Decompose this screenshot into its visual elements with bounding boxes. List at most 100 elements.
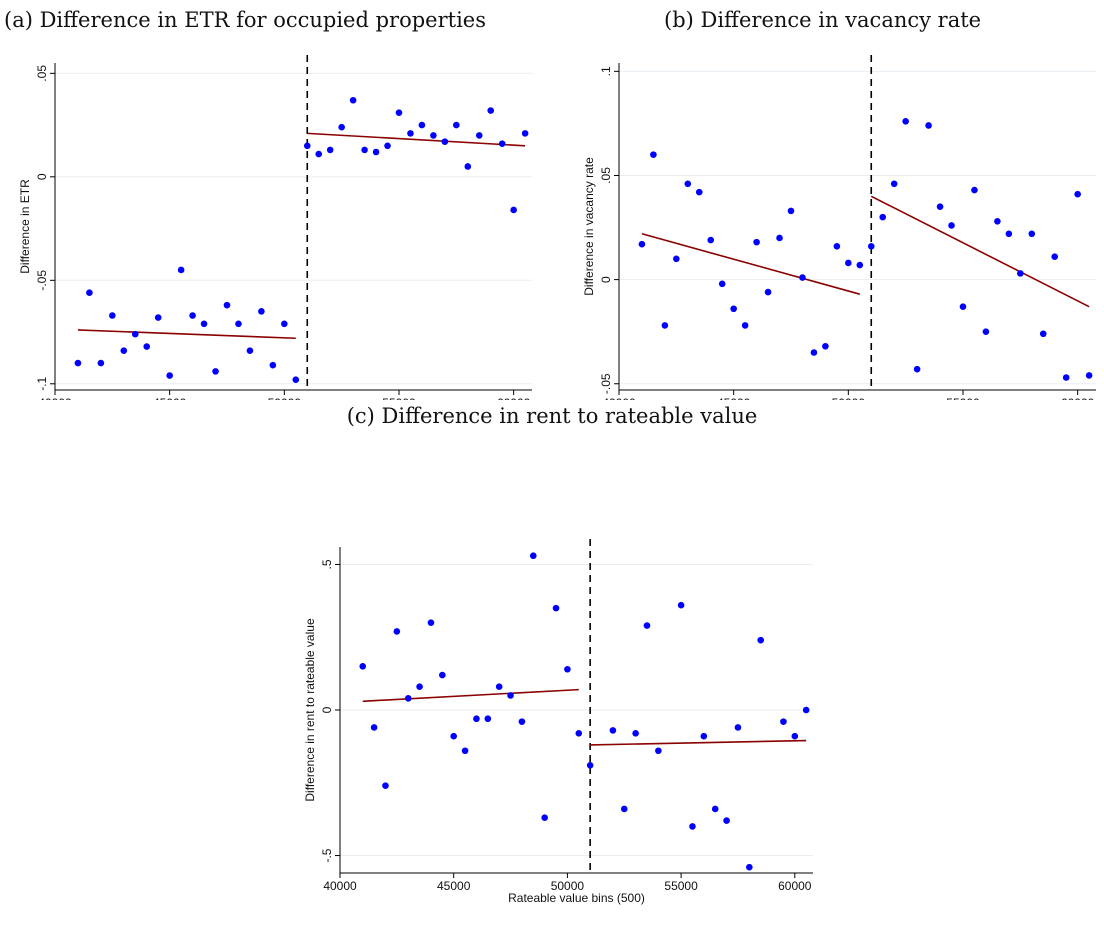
data-point <box>677 601 685 609</box>
data-point <box>643 622 651 629</box>
data-point <box>776 234 783 242</box>
data-point <box>131 330 139 338</box>
data-point <box>879 213 887 221</box>
data-point <box>97 359 105 367</box>
data-point <box>393 628 401 635</box>
x-axis-label: Rateable value bins (500) <box>508 891 645 905</box>
data-point <box>810 349 818 356</box>
y-axis-label: Difference in vacancy rate <box>582 157 596 296</box>
data-point <box>586 762 594 769</box>
data-point <box>661 322 669 329</box>
data-point <box>258 308 265 315</box>
data-point <box>86 289 93 297</box>
chart-panel-a: 4000045000500005500060000.050-.05-.1Rate… <box>0 45 545 422</box>
data-point <box>349 96 357 104</box>
data-point <box>856 261 864 269</box>
data-point <box>1085 372 1093 379</box>
data-point <box>361 146 368 154</box>
data-point <box>822 342 829 350</box>
data-point <box>292 376 300 383</box>
y-tick-label: -.1 <box>35 376 49 390</box>
data-point <box>439 671 446 679</box>
data-point <box>753 238 760 246</box>
data-point <box>564 665 571 673</box>
data-point <box>507 692 514 699</box>
data-point <box>464 163 472 170</box>
data-point <box>936 203 944 211</box>
data-point <box>212 368 219 375</box>
x-tick-label: 55000 <box>382 396 416 400</box>
data-point <box>450 732 458 740</box>
data-point <box>189 312 196 319</box>
caption-c: (c) Difference in rent to rateable value <box>346 404 758 428</box>
x-tick-label: 60000 <box>497 396 531 400</box>
y-tick-label: -.05 <box>599 373 613 394</box>
data-point <box>780 718 787 725</box>
data-point <box>833 242 841 250</box>
data-point <box>730 305 737 313</box>
data-point <box>370 724 378 731</box>
data-point <box>246 347 254 354</box>
data-point <box>154 314 162 321</box>
data-point <box>913 365 921 373</box>
x-tick-label: 45000 <box>437 879 471 893</box>
data-point <box>799 274 806 281</box>
plot-area <box>55 63 532 390</box>
data-point <box>650 151 657 158</box>
fit-line <box>641 233 861 295</box>
data-point <box>711 805 719 813</box>
data-point <box>521 130 529 137</box>
y-axis-label: Difference in rent to rateable value <box>303 618 317 802</box>
y-tick-label: -.05 <box>35 270 49 291</box>
x-tick-label: 50000 <box>832 396 866 400</box>
y-axis-label: Difference in ETR <box>18 179 32 274</box>
data-point <box>890 180 898 188</box>
data-point <box>741 322 749 329</box>
data-point <box>959 303 967 310</box>
y-tick-label: -.5 <box>320 848 334 862</box>
data-point <box>281 320 288 328</box>
data-point <box>1017 270 1024 277</box>
y-tick-label: .5 <box>320 559 334 569</box>
data-point <box>359 663 367 670</box>
data-point <box>684 180 692 188</box>
data-point <box>707 236 715 244</box>
data-point <box>372 148 380 156</box>
data-point <box>867 242 875 250</box>
y-tick-label: 0 <box>320 706 334 713</box>
data-point <box>620 805 628 813</box>
data-point <box>673 255 680 263</box>
data-point <box>473 715 480 723</box>
data-point <box>925 122 932 129</box>
data-point <box>407 130 414 137</box>
y-tick-label: 0 <box>599 276 613 283</box>
data-point <box>529 552 537 560</box>
data-point <box>689 823 696 830</box>
data-point <box>1074 190 1081 198</box>
data-point <box>902 118 909 125</box>
x-tick-label: 55000 <box>664 879 698 893</box>
data-point <box>200 320 208 328</box>
data-point <box>764 288 772 296</box>
data-point <box>269 361 277 369</box>
fit-line <box>362 688 579 703</box>
data-point <box>700 732 708 740</box>
data-point <box>427 619 435 626</box>
x-tick-label: 50000 <box>551 879 585 893</box>
vacancy-chart: 4000045000500005500060000.1.050-.05Ratea… <box>582 55 1096 422</box>
data-point <box>787 207 795 215</box>
data-point <box>338 123 345 131</box>
y-tick-label: .05 <box>35 65 49 82</box>
data-point <box>994 217 1001 225</box>
data-point <box>575 729 583 737</box>
caption-a: (a) Difference in ETR for occupied prope… <box>4 8 486 32</box>
data-point <box>948 222 955 229</box>
data-point <box>791 732 799 740</box>
y-tick-label: .1 <box>599 66 613 76</box>
fit-line <box>870 195 1090 308</box>
data-point <box>120 347 128 354</box>
chart-panel-c: 40000 45000 50000 55000 60000 .5 0 -.5 Rateable … <box>280 535 828 915</box>
plot-area <box>619 63 1096 390</box>
data-point <box>541 814 548 821</box>
fit-line <box>77 329 296 340</box>
